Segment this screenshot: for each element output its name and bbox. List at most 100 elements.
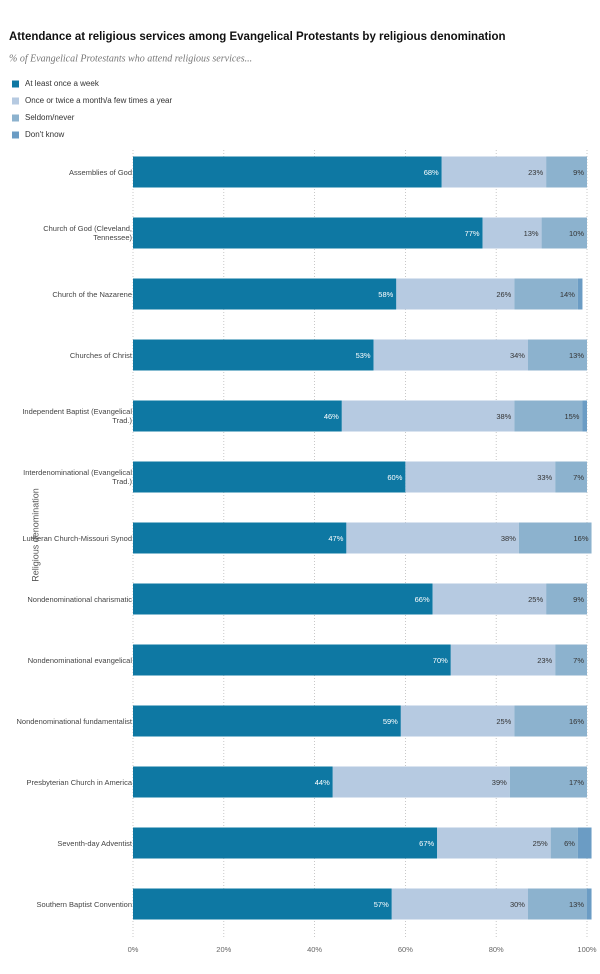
data-label: 53% — [356, 351, 371, 360]
x-tick-label: 0% — [128, 945, 139, 954]
data-label: 59% — [383, 717, 398, 726]
data-label: 68% — [424, 168, 439, 177]
bar-segment — [514, 400, 583, 432]
category-label: Nondenominational fundamentalist — [16, 716, 133, 726]
data-label: 7% — [573, 473, 584, 482]
legend-label: At least once a week — [25, 79, 100, 88]
bar-segment — [391, 888, 528, 920]
legend-label: Seldom/never — [25, 113, 75, 122]
data-label: 33% — [537, 473, 552, 482]
bar-segment — [550, 827, 578, 859]
data-label: 26% — [496, 290, 511, 299]
data-label: 13% — [524, 229, 539, 238]
bar-segment — [577, 278, 583, 310]
bar-segment — [133, 217, 483, 249]
bar-segment — [346, 522, 519, 554]
data-label: 30% — [510, 900, 525, 909]
x-tick-label: 20% — [216, 945, 231, 954]
bar-segment — [555, 461, 587, 493]
category-label: Assemblies of God — [69, 167, 132, 177]
bar-segment — [133, 400, 342, 432]
bar-segment — [133, 583, 433, 615]
category-label: Independent Baptist (Evangelical Trad.) — [22, 407, 132, 425]
bar-segment — [518, 522, 592, 554]
data-label: 25% — [496, 717, 511, 726]
bar-segment — [396, 278, 515, 310]
data-label: 9% — [573, 595, 584, 604]
x-tick-label: 80% — [489, 945, 504, 954]
bar-segment — [546, 583, 587, 615]
x-tick-label: 100% — [577, 945, 597, 954]
bar-segment — [587, 888, 592, 920]
data-label: 25% — [528, 595, 543, 604]
bar-segment — [373, 339, 528, 371]
bar-segment — [437, 827, 551, 859]
data-label: 57% — [374, 900, 389, 909]
data-label: 67% — [419, 839, 434, 848]
bar-segment — [341, 400, 515, 432]
data-label: 9% — [573, 168, 584, 177]
data-label: 34% — [510, 351, 525, 360]
data-label: 6% — [564, 839, 575, 848]
bar-segment — [133, 278, 397, 310]
bar-segment — [133, 339, 374, 371]
data-label: 13% — [569, 351, 584, 360]
legend-label: Don't know — [25, 130, 65, 139]
y-axis-title: Religious denomination — [30, 488, 40, 582]
data-label: 15% — [564, 412, 579, 421]
bar-segment — [400, 705, 515, 737]
bar-segment — [133, 827, 438, 859]
bar-segment — [332, 766, 510, 798]
bar-segment — [582, 400, 587, 432]
category-label: Church of God (Cleveland, Tennessee) — [43, 224, 132, 242]
data-label: 47% — [328, 534, 343, 543]
bar-segment — [527, 888, 587, 920]
bar-segment — [133, 705, 401, 737]
bar-segment — [527, 339, 587, 371]
legend-swatch — [12, 80, 19, 88]
chart-title: Attendance at religious services among E… — [9, 31, 506, 43]
bar-segment — [133, 522, 347, 554]
bar-segment — [555, 644, 587, 676]
bar-segment — [450, 644, 556, 676]
data-label: 46% — [324, 412, 339, 421]
data-label: 16% — [574, 534, 589, 543]
bar-segment — [133, 461, 406, 493]
legend-label: Once or twice a month/a few times a year — [25, 96, 173, 105]
data-label: 39% — [492, 778, 507, 787]
data-label: 60% — [387, 473, 402, 482]
category-label: Southern Baptist Convention — [36, 899, 132, 909]
data-label: 7% — [573, 656, 584, 665]
bar-segment — [482, 217, 542, 249]
bar-segment — [133, 644, 451, 676]
x-tick-label: 60% — [398, 945, 413, 954]
bar-segment — [577, 827, 592, 859]
data-label: 14% — [560, 290, 575, 299]
data-label: 44% — [315, 778, 330, 787]
category-label: Seventh-day Adventist — [57, 838, 132, 848]
data-label: 23% — [528, 168, 543, 177]
bar-segment — [133, 888, 392, 920]
data-label: 70% — [433, 656, 448, 665]
bar-segment — [133, 766, 333, 798]
bar-segment — [514, 278, 578, 310]
data-label: 16% — [569, 717, 584, 726]
x-tick-label: 40% — [307, 945, 322, 954]
bar-segment — [405, 461, 556, 493]
data-label: 58% — [378, 290, 393, 299]
category-label: Church of the Nazarene — [52, 289, 132, 299]
bar-segment — [546, 156, 587, 188]
bar-segment — [133, 156, 442, 188]
category-label: Nondenominational charismatic — [27, 594, 132, 604]
bar-segment — [441, 156, 547, 188]
data-label: 23% — [537, 656, 552, 665]
category-label: Churches of Christ — [69, 350, 132, 360]
bar-segment — [432, 583, 547, 615]
bar-segment — [514, 705, 587, 737]
category-label: Interdenominational (Evangelical Trad.) — [23, 468, 132, 486]
chart-subtitle: % of Evangelical Protestants who attend … — [9, 53, 252, 64]
bar-segment — [509, 766, 587, 798]
data-label: 17% — [569, 778, 584, 787]
